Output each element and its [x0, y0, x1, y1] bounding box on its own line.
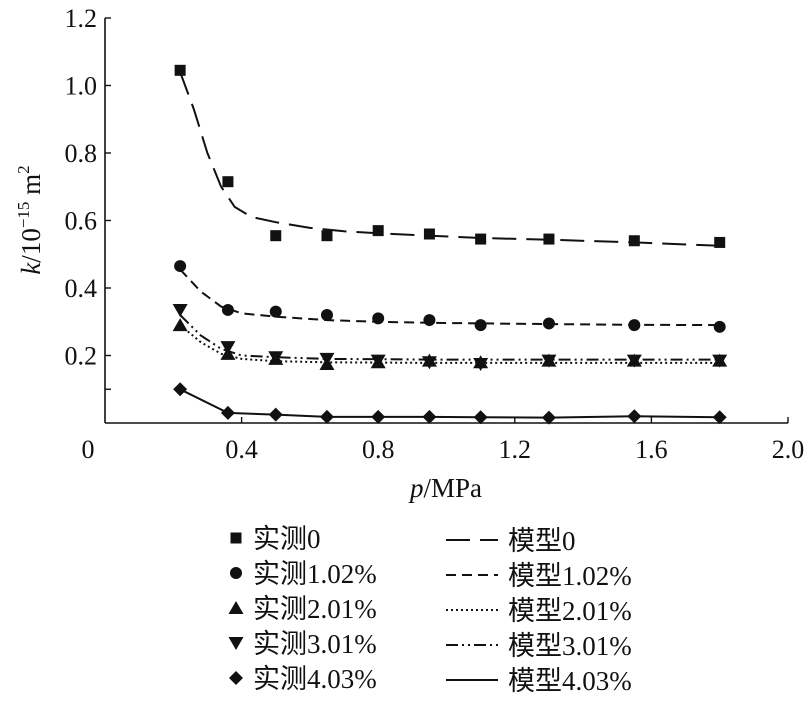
model-line-0 — [179, 71, 720, 247]
data-point-diamond — [473, 410, 488, 425]
legend-label-model: 模型1.02% — [508, 561, 632, 591]
x-axis-unit: /MPa — [423, 473, 482, 503]
data-point-triangle-down — [421, 356, 437, 370]
x-tick-label: 2.0 — [772, 435, 805, 464]
data-point-triangle-down — [370, 354, 386, 368]
data-point-triangle-down — [172, 303, 188, 317]
x-tick-label: 0.4 — [225, 435, 258, 464]
model-line-4 — [179, 388, 720, 419]
x-axis-var: p — [408, 473, 424, 503]
data-point-diamond — [371, 409, 386, 424]
legend-label-measured: 实测1.02% — [253, 559, 377, 589]
x-tick-label: 1.2 — [499, 435, 532, 464]
data-point-triangle-down — [319, 352, 335, 366]
data-point-triangle-down — [626, 354, 642, 368]
y-tick-label: 0.4 — [65, 274, 98, 303]
model-lines — [179, 71, 720, 419]
legend-label-measured: 实测0 — [253, 524, 321, 554]
y-tick-label: 0.6 — [65, 207, 98, 236]
data-point-circle — [542, 317, 555, 330]
y-tick-label: 0.8 — [65, 139, 98, 168]
y-tick-label: 1.0 — [65, 72, 98, 101]
data-point-triangle-down — [712, 354, 728, 368]
y-axis-unit-exp: −15 — [14, 202, 33, 229]
data-point-diamond — [712, 410, 727, 425]
data-point-square — [321, 230, 333, 242]
legend-label-measured: 实测2.01% — [253, 594, 377, 624]
tick-group: 0 0.4 0.8 1.2 1.6 2.0 0.2 0.4 0.6 0.8 1.0 1.2 — [65, 4, 805, 464]
data-point-diamond — [173, 382, 188, 397]
x-tick-label: 0 — [82, 435, 95, 464]
y-tick-label: 1.2 — [65, 4, 98, 33]
legend-marker-circle — [230, 567, 242, 579]
data-point-diamond — [268, 407, 283, 422]
data-point-circle — [372, 312, 385, 325]
data-point-circle — [320, 309, 333, 321]
y-axis-unit-sq: 2 — [14, 165, 33, 174]
data-point-diamond — [220, 405, 235, 420]
model-line-1 — [179, 268, 720, 327]
data-point-triangle-down — [473, 357, 489, 371]
data-point-circle — [174, 260, 187, 273]
y-tick-label: 0.2 — [65, 342, 98, 371]
data-point-diamond — [422, 409, 437, 424]
data-point-circle — [713, 320, 726, 333]
legend-label-measured: 实测4.03% — [253, 664, 377, 694]
data-point-circle — [423, 314, 436, 327]
data-point-triangle-down — [541, 354, 557, 368]
x-tick-label: 1.6 — [635, 435, 668, 464]
y-axis-var: k — [16, 262, 46, 275]
data-point-square — [222, 176, 234, 188]
legend: 实测0 实测1.02% 实测2.01% 实测3.01% 实测4.03% 模型0 模型1.02… — [228, 524, 632, 696]
data-point-circle — [474, 319, 487, 332]
model-line-2 — [179, 324, 720, 364]
data-point-square — [714, 236, 726, 248]
legend-label-model: 模型3.01% — [508, 631, 632, 661]
x-axis-title: p/MPa — [408, 473, 482, 503]
legend-marker-square — [230, 532, 242, 544]
measured-markers — [172, 64, 728, 425]
data-point-circle — [221, 303, 234, 316]
legend-marker-triangle-down — [228, 637, 244, 650]
data-point-triangle-up — [172, 318, 188, 332]
legend-label-model: 模型2.01% — [508, 596, 632, 626]
data-point-circle — [269, 305, 282, 318]
data-point-square — [372, 225, 384, 237]
data-point-square — [628, 235, 640, 247]
y-axis-title: k/10−15 m2 — [14, 165, 46, 274]
data-point-square — [543, 233, 555, 245]
data-point-diamond — [319, 409, 334, 424]
legend-label-model: 模型0 — [508, 526, 576, 556]
legend-label-measured: 实测3.01% — [253, 629, 377, 659]
data-point-triangle-down — [220, 341, 236, 355]
data-point-triangle-down — [268, 351, 284, 365]
data-point-square — [423, 228, 435, 240]
y-axis-unit-tail: m — [16, 174, 46, 202]
legend-label-model: 模型4.03% — [508, 666, 632, 696]
data-point-diamond — [627, 409, 642, 424]
model-line-3 — [179, 314, 720, 361]
data-point-diamond — [541, 410, 556, 425]
data-point-square — [475, 233, 487, 245]
data-point-square — [270, 230, 282, 242]
data-point-square — [174, 64, 186, 76]
data-point-circle — [628, 319, 641, 332]
x-tick-label: 0.8 — [362, 435, 395, 464]
legend-marker-diamond — [229, 671, 243, 685]
legend-marker-triangle-up — [228, 601, 244, 614]
y-axis-unit-base: /10 — [16, 228, 46, 263]
